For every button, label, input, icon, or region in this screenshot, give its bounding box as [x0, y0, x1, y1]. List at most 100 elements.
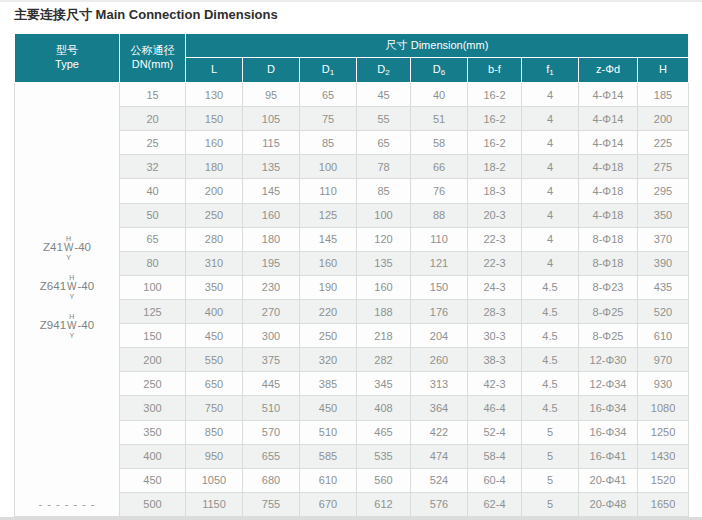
table-cell: 180: [186, 155, 243, 179]
table-cell: 51: [411, 107, 468, 131]
table-cell: 1080: [638, 396, 689, 420]
table-cell: 450: [120, 468, 186, 492]
table-cell: 115: [243, 131, 300, 155]
table-cell: 20-Φ41: [579, 468, 638, 492]
table-cell: 520: [638, 299, 689, 323]
table-cell: 370: [638, 227, 689, 251]
table-cell: 45: [357, 83, 411, 107]
table-cell: 12-Φ34: [579, 372, 638, 396]
table-cell: 180: [243, 227, 300, 251]
table-cell: 550: [186, 348, 243, 372]
table-cell: 612: [357, 492, 411, 516]
table-cell: 576: [411, 492, 468, 516]
table-cell: 20-3: [468, 203, 522, 227]
table-cell: 560: [357, 468, 411, 492]
table-cell: 8-Φ25: [579, 324, 638, 348]
table-cell: 40: [411, 83, 468, 107]
table-cell: 350: [638, 203, 689, 227]
table-cell: 510: [300, 420, 357, 444]
table-cell: 46-4: [468, 396, 522, 420]
table-cell: 55: [357, 107, 411, 131]
table-cell: 275: [638, 155, 689, 179]
table-cell: 1430: [638, 444, 689, 468]
table-cell: 16-Φ34: [579, 420, 638, 444]
table-cell: 4: [522, 227, 579, 251]
model-label: Z641HWY-40: [40, 274, 94, 300]
table-cell: 85: [357, 179, 411, 203]
table-cell: 25: [120, 131, 186, 155]
table-cell: 4.5: [522, 348, 579, 372]
table-cell: 42-3: [468, 372, 522, 396]
table-cell: 4.5: [522, 275, 579, 299]
table-cell: 16-2: [468, 107, 522, 131]
table-cell: 65: [300, 83, 357, 107]
table-cell: 160: [243, 203, 300, 227]
table-cell: 1520: [638, 468, 689, 492]
table-cell: 40: [120, 179, 186, 203]
page: 主要连接尺寸 Main Connection Dimensions 型号Type…: [0, 0, 702, 520]
table-cell: 80: [120, 251, 186, 275]
table-cell: 95: [243, 83, 300, 107]
table-cell: 150: [120, 324, 186, 348]
table-cell: 364: [411, 396, 468, 420]
table-cell: 250: [120, 372, 186, 396]
table-cell: 62-4: [468, 492, 522, 516]
column-header: f1: [522, 58, 579, 83]
table-cell: 15: [120, 83, 186, 107]
table-cell: 135: [357, 251, 411, 275]
table-cell: 4-Φ18: [579, 203, 638, 227]
table-cell: 5: [522, 468, 579, 492]
table-cell: 100: [357, 203, 411, 227]
header-dn: 公称通径DN(mm): [120, 34, 186, 83]
table-cell: 145: [243, 179, 300, 203]
table-cell: 345: [357, 372, 411, 396]
table-cell: 400: [120, 444, 186, 468]
table-cell: 125: [300, 203, 357, 227]
table-cell: 4: [522, 83, 579, 107]
table-cell: 22-3: [468, 251, 522, 275]
table-cell: 585: [300, 444, 357, 468]
table-cell: 450: [186, 324, 243, 348]
table-cell: 150: [411, 275, 468, 299]
table-cell: 8-Φ18: [579, 251, 638, 275]
table-cell: 135: [243, 155, 300, 179]
table-cell: 16-2: [468, 131, 522, 155]
page-title: 主要连接尺寸 Main Connection Dimensions: [14, 6, 278, 24]
table-cell: 76: [411, 179, 468, 203]
model-label: Z41HWY-40: [43, 235, 91, 261]
table-cell: 195: [243, 251, 300, 275]
table-row: Z41HWY-40Z641HWY-40Z941HWY-40- - - - - -…: [15, 83, 689, 107]
table-cell: 16-Φ41: [579, 444, 638, 468]
table-cell: 350: [186, 275, 243, 299]
table-cell: 220: [300, 299, 357, 323]
table-cell: 200: [638, 107, 689, 131]
table-cell: 4-Φ14: [579, 83, 638, 107]
model-label: Z941HWY-40: [40, 313, 94, 339]
table-cell: 1650: [638, 492, 689, 516]
table-cell: 145: [300, 227, 357, 251]
table-cell: 66: [411, 155, 468, 179]
dimensions-table: 型号Type 公称通径DN(mm) 尺寸 Dimension(mm) LDD1D…: [14, 33, 689, 517]
table-cell: 58-4: [468, 444, 522, 468]
table-cell: 16-2: [468, 83, 522, 107]
table-cell: 8-Φ25: [579, 299, 638, 323]
table-cell: 4-Φ14: [579, 131, 638, 155]
table-cell: 22-3: [468, 227, 522, 251]
table-cell: 4: [522, 131, 579, 155]
table-cell: 100: [300, 155, 357, 179]
table-cell: 375: [243, 348, 300, 372]
table-cell: 970: [638, 348, 689, 372]
table-cell: 610: [300, 468, 357, 492]
table-cell: 300: [120, 396, 186, 420]
table-cell: 20: [120, 107, 186, 131]
table-cell: 28-3: [468, 299, 522, 323]
type-cell: Z41HWY-40Z641HWY-40Z941HWY-40- - - - - -…: [15, 83, 120, 517]
table-cell: 52-4: [468, 420, 522, 444]
table-cell: 32: [120, 155, 186, 179]
table-cell: 450: [300, 396, 357, 420]
table-cell: 250: [300, 324, 357, 348]
table-cell: 655: [243, 444, 300, 468]
table-cell: 4: [522, 203, 579, 227]
table-cell: 58: [411, 131, 468, 155]
table-cell: 110: [300, 179, 357, 203]
